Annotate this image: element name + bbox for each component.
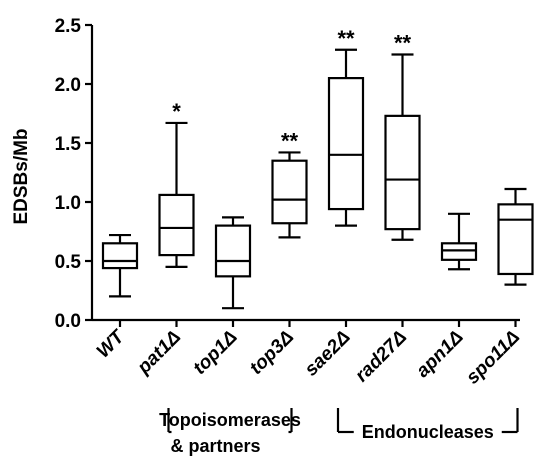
- group-label: Topoisomerases: [159, 410, 301, 430]
- group-bracket: Endonucleases: [336, 408, 519, 442]
- box-top1: [214, 216, 252, 310]
- box-spo11: [497, 187, 534, 286]
- box-series: ***** **: [101, 26, 534, 310]
- axes: 0.0 0.5 1.0 1.5 2.0 2.5 EDSBs/Mb: [11, 16, 520, 332]
- iqr-box: [497, 203, 534, 276]
- y-tick-label: 0.0: [55, 311, 81, 332]
- x-category-label: sae2Δ: [301, 327, 355, 381]
- iqr-box: [101, 242, 139, 270]
- y-tick-label: 1.0: [55, 193, 81, 214]
- x-category-label: top1Δ: [189, 327, 241, 379]
- y-axis-title: EDSBs/Mb: [11, 128, 32, 224]
- iqr-box: [271, 159, 308, 225]
- x-category-label: apn1Δ: [412, 327, 467, 382]
- box-top3: **: [271, 128, 308, 239]
- box-rad27: **: [384, 31, 421, 241]
- significance-label: *: [172, 99, 181, 124]
- iqr-box: [440, 242, 478, 261]
- y-tick-label: 1.5: [55, 134, 82, 155]
- x-category-label: top3Δ: [246, 327, 298, 379]
- significance-label: **: [337, 26, 355, 51]
- significance-label: **: [281, 128, 299, 153]
- group-brackets: Topoisomerases & partners Endonucleases: [159, 408, 519, 456]
- box-WT: [101, 233, 139, 298]
- iqr-box: [327, 76, 365, 211]
- x-category-label: WT: [93, 326, 130, 363]
- x-category-label: pat1Δ: [133, 327, 185, 379]
- iqr-box: [158, 193, 195, 257]
- y-tick-label: 0.5: [55, 252, 82, 273]
- y-tick-label: 2.5: [55, 16, 82, 37]
- group-bracket: Topoisomerases & partners: [159, 408, 301, 456]
- x-category-label: spo11Δ: [462, 327, 524, 389]
- group-label: Endonucleases: [362, 422, 494, 442]
- iqr-box: [384, 114, 421, 231]
- box-sae2: **: [327, 26, 365, 227]
- significance-label: **: [394, 31, 412, 56]
- box-pat1: *: [158, 99, 195, 268]
- group-label: & partners: [171, 436, 261, 456]
- iqr-box: [214, 224, 252, 278]
- box-apn1: [440, 212, 478, 271]
- x-category-label: rad27Δ: [351, 327, 411, 387]
- y-tick-label: 2.0: [55, 75, 81, 96]
